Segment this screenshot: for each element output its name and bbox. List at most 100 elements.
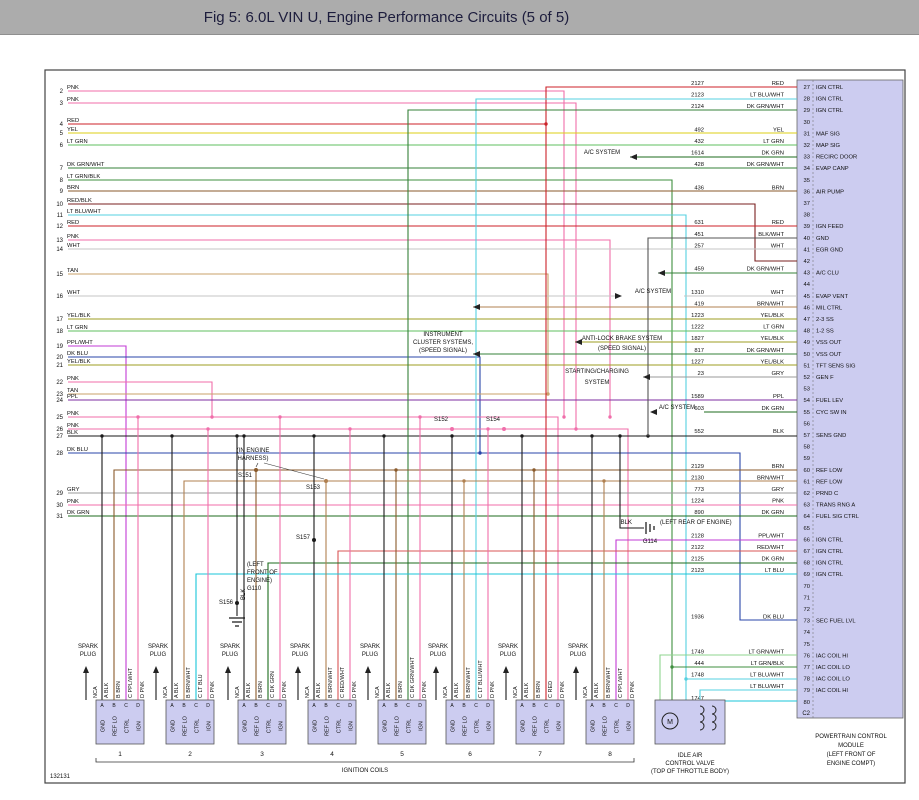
- wire-number-label: 1614: [691, 151, 705, 157]
- wire-color-label: GRY: [772, 371, 785, 377]
- spark-plug-label: PLUG: [430, 652, 447, 658]
- pcm-pin-number: 77: [804, 665, 810, 671]
- leader-line: [263, 462, 325, 480]
- wire-color-label: BLK/WHT: [758, 232, 784, 238]
- coil-pin-label: IGN: [487, 721, 493, 731]
- pcm-pin-number: 41: [804, 247, 810, 253]
- wire: [713, 700, 797, 702]
- ignition-coil-box: [237, 699, 287, 745]
- wire: [68, 416, 559, 700]
- coil-pin-label: GND: [451, 720, 457, 732]
- coil-terminal-letter: A: [100, 703, 104, 709]
- wire-number-label: 428: [694, 162, 704, 168]
- spark-plug-label: SPARK: [148, 644, 168, 650]
- coil-terminal-letter: D: [556, 703, 560, 709]
- pcm-pin-label: REF LOW: [816, 468, 843, 474]
- coil-wire-label: B BRN: [398, 681, 404, 698]
- pcm-pin-label: IGN CTRL: [816, 572, 844, 578]
- ignition-coils-bracket: [95, 758, 635, 763]
- flow-arrow-icon: [225, 666, 231, 673]
- annotation: A/C SYSTEM: [584, 150, 620, 156]
- coil-pin-label: IGN: [137, 721, 143, 731]
- annotation: HARNESS): [237, 456, 268, 462]
- annotation: A/C SYSTEM: [635, 289, 671, 295]
- wire: [183, 480, 797, 700]
- wire: [68, 179, 673, 700]
- coil-wire-label: NCA: [163, 686, 169, 698]
- left-wire-color-label: RED: [67, 220, 79, 226]
- coil-wire-label: D PNK: [490, 681, 496, 698]
- coil-pin-label: CTRL: [267, 719, 273, 733]
- coil-terminal-letter: A: [450, 703, 454, 709]
- coil-pin-label: REF LO: [325, 715, 331, 736]
- wire-color-label: BRN: [772, 185, 784, 191]
- left-wire-color-label: WHT: [67, 243, 81, 249]
- coil-pin-label: REF LO: [463, 715, 469, 736]
- pcm-pin-number: 56: [804, 421, 810, 427]
- wire-color-label: DK GRN/WHT: [747, 267, 785, 273]
- pcm-pin-label: 2-3 SS: [816, 317, 834, 323]
- coil-pin-label: IGN: [419, 721, 425, 731]
- splice-dot: [562, 415, 566, 419]
- coil-wire-label: NCA: [443, 686, 449, 698]
- splice-dot: [235, 601, 239, 605]
- pcm-pin-number: 79: [804, 688, 810, 694]
- wire-number-label: 2124: [691, 104, 705, 110]
- coil-terminal-letter: B: [112, 703, 116, 709]
- coil-pin-label: CTRL: [407, 719, 413, 733]
- coil-terminal-letter: B: [462, 703, 466, 709]
- left-pin-number: 20: [56, 355, 63, 361]
- wire-number-label: 1749: [691, 649, 704, 655]
- left-wire-color-label: PNK: [67, 234, 79, 240]
- pcm-pin-number: 57: [804, 433, 810, 439]
- annotation: FRONT OF: [247, 570, 278, 576]
- pcm-pin-label: MIL CTRL: [816, 305, 843, 311]
- wire-number-label: 2128: [691, 533, 704, 539]
- pcm-pin-number: 63: [804, 503, 810, 509]
- coil-wire-label: NCA: [235, 686, 241, 698]
- left-wire-color-label: PPL: [67, 394, 79, 400]
- wire-number-label: 631: [694, 220, 704, 226]
- left-pin-number: 27: [56, 434, 63, 440]
- pcm-pin-number: 37: [804, 201, 810, 207]
- coil-number: 4: [330, 751, 334, 758]
- wire-number-label: 2123: [691, 568, 704, 574]
- coil-terminal-letter: D: [206, 703, 210, 709]
- coil-pin-label: REF LO: [183, 715, 189, 736]
- coil-terminal-letter: C: [406, 703, 410, 709]
- wire-color-label: DK GRN: [761, 557, 784, 563]
- coil-terminal-letter: B: [182, 703, 186, 709]
- annotation: (LEFT: [247, 562, 264, 568]
- coil-wire-label: D PNK: [210, 681, 216, 698]
- pcm-pin-number: 30: [804, 120, 810, 126]
- left-wire-color-label: YEL/BLK: [67, 313, 91, 319]
- left-pin-number: 21: [56, 363, 63, 369]
- left-wire-color-label: PNK: [67, 411, 79, 417]
- pcm-pin-label: IGN CTRL: [816, 549, 844, 555]
- coil-terminal-letter: B: [324, 703, 328, 709]
- annotation: BLK: [621, 520, 632, 526]
- left-pin-number: 22: [56, 380, 63, 386]
- diagram-frame: [44, 69, 906, 784]
- coil-wire-label: B BRN/WHT: [606, 667, 612, 699]
- pcm-pin-number: 73: [804, 619, 810, 625]
- left-wire-color-label: RED/BLK: [67, 198, 92, 204]
- coil-pin-label: IGN: [557, 721, 563, 731]
- pcm-pin-label: FUEL LEV: [816, 398, 843, 404]
- pcm-pin-label: IGN CTRL: [816, 108, 844, 114]
- wire-color-label: LT BLU/WHT: [750, 93, 784, 99]
- wire: [659, 654, 797, 700]
- pcm-pin-number: 70: [804, 584, 810, 590]
- pcm-pin-number: 29: [804, 108, 810, 114]
- pcm-pin-number: 69: [804, 572, 810, 578]
- coil-terminal-letter: D: [136, 703, 140, 709]
- coil-wire-label: A BLK: [174, 682, 180, 698]
- leader-line: [255, 462, 259, 468]
- left-wire-color-label: YEL: [67, 127, 79, 133]
- wire-number-label: 2123: [691, 93, 704, 99]
- pcm-pin-label: IAC COIL LO: [816, 677, 850, 683]
- left-pin-number: 3: [60, 101, 64, 107]
- splice-label: S153: [306, 485, 321, 491]
- left-wire-color-label: TAN: [67, 388, 78, 394]
